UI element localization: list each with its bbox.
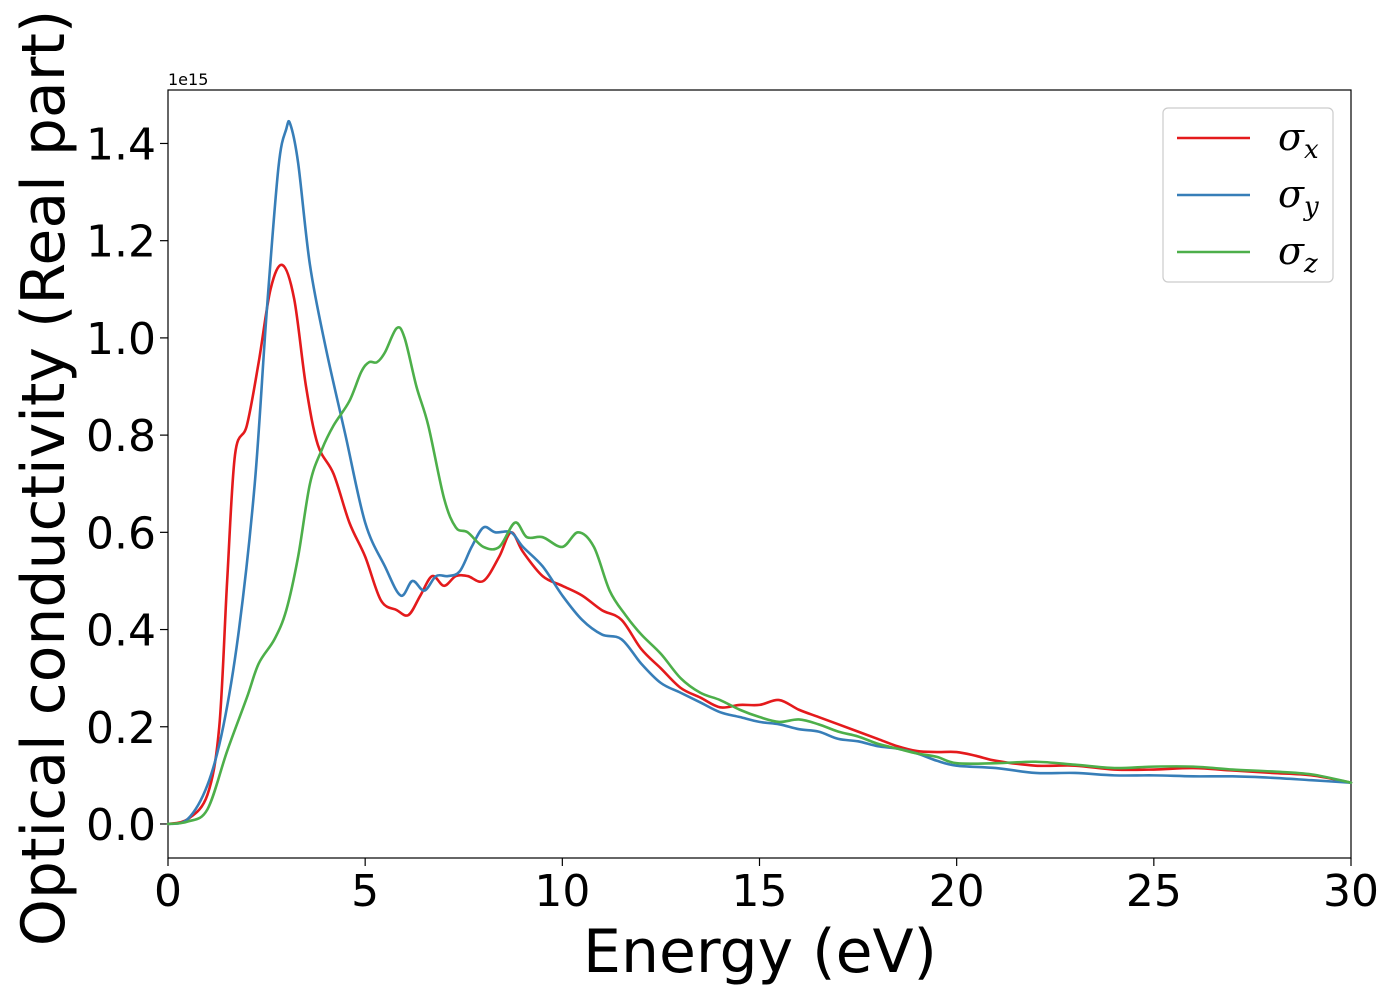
y-axis-label: Optical conductivity (Real part) [9,10,79,947]
y-tick-label: 0.2 [86,703,156,754]
y-offset-label: 1e15 [168,70,208,89]
legend-label-x: σx [1278,115,1319,165]
x-axis: 0 5 10 15 20 25 30 [154,858,1379,917]
legend-label-y: σy [1278,172,1319,222]
x-tick-label: 30 [1323,866,1379,917]
x-tick-label: 25 [1126,866,1182,917]
series-line-x [166,263,1353,826]
x-axis-label: Energy (eV) [583,917,937,987]
y-tick-label: 0.8 [86,411,156,462]
x-tick-label: 0 [154,866,182,917]
x-tick-label: 15 [732,866,788,917]
series-line-y [166,119,1353,826]
series-line-z [166,326,1353,826]
x-tick-label: 10 [534,866,590,917]
y-axis: 0.0 0.2 0.4 0.6 0.8 1.0 1.2 1.4 [86,119,168,851]
x-tick-label: 5 [351,866,379,917]
x-tick-label: 20 [929,866,985,917]
y-tick-label: 1.2 [86,217,156,268]
y-tick-label: 1.4 [86,119,156,170]
legend: σx σy σz [1162,107,1334,283]
y-tick-label: 0.0 [86,800,156,851]
legend-label-z: σz [1278,229,1318,279]
y-tick-label: 1.0 [86,314,156,365]
y-tick-label: 0.6 [86,508,156,559]
series-lines [166,119,1353,826]
y-tick-label: 0.4 [86,606,156,657]
